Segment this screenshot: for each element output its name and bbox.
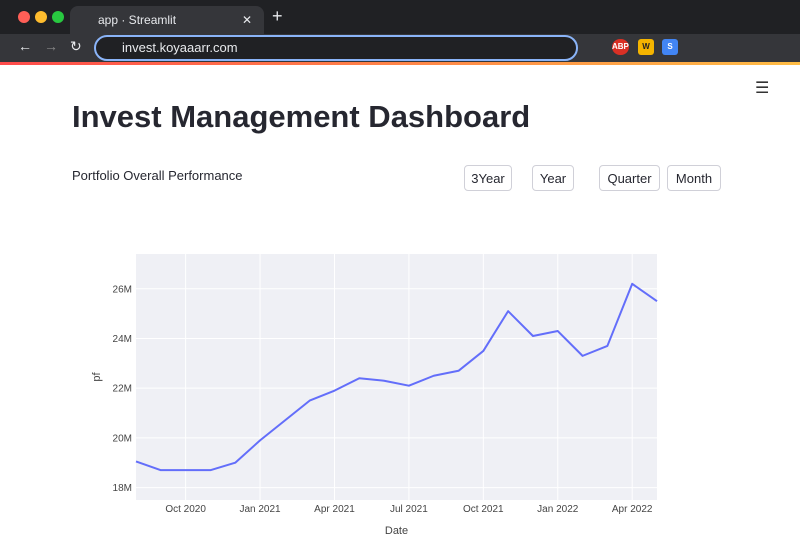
browser-chrome: app · Streamlit ✕ + ← → ↻ invest.koyaaarr…	[0, 0, 800, 62]
extension[interactable]: ABP	[612, 39, 629, 55]
menu-button[interactable]: ☰	[755, 80, 770, 97]
reload-button[interactable]: ↻	[70, 38, 82, 54]
forward-button[interactable]: →	[44, 38, 58, 54]
x-tick-label: Jul 2021	[390, 504, 428, 515]
address-bar[interactable]: invest.koyaaarr.com	[94, 35, 578, 61]
tab-title: app · Streamlit	[98, 13, 177, 27]
browser-tab[interactable]: app · Streamlit ✕	[70, 6, 264, 34]
plot-area	[136, 254, 657, 500]
tab-close[interactable]: ✕	[242, 13, 253, 27]
y-tick-label: 26M	[113, 284, 132, 295]
close-window[interactable]	[18, 11, 30, 23]
app-subtitle: Portfolio Overall Performance	[72, 168, 243, 183]
period-button[interactable]: Month	[667, 165, 721, 191]
minimize-window[interactable]	[35, 11, 47, 23]
x-tick-label: Oct 2020	[165, 504, 206, 515]
y-tick-label: 20M	[113, 433, 132, 444]
x-tick-label: Oct 2021	[463, 504, 504, 515]
back-button[interactable]: ←	[18, 38, 32, 54]
y-tick-label: 24M	[113, 334, 132, 345]
y-tick-label: 22M	[113, 384, 132, 395]
x-tick-label: Apr 2021	[314, 504, 355, 515]
extension[interactable]: W	[638, 39, 654, 55]
app-accent-bar	[0, 62, 800, 65]
url: invest.koyaaarr.com	[122, 40, 238, 55]
period-button[interactable]: 3Year	[464, 165, 512, 191]
period-button[interactable]: Quarter	[599, 165, 660, 191]
x-tick-label: Jan 2022	[537, 504, 579, 515]
extension[interactable]: S	[662, 39, 678, 55]
x-tick-label: Jan 2021	[239, 504, 281, 515]
y-tick-label: 18M	[113, 483, 132, 494]
x-tick-label: Apr 2022	[612, 504, 653, 515]
x-axis-label: Date	[385, 525, 408, 537]
data-line	[135, 282, 658, 472]
tab-bar: app · Streamlit ✕ +	[0, 0, 800, 34]
period-button[interactable]: Year	[532, 165, 574, 191]
toolbar: ← → ↻ invest.koyaaarr.com ABP W S	[0, 34, 800, 62]
maximize-window[interactable]	[52, 11, 64, 23]
new-tab[interactable]: +	[272, 6, 283, 26]
y-axis-label: pf	[91, 371, 103, 381]
app-title: Invest Management Dashboard	[72, 99, 531, 134]
